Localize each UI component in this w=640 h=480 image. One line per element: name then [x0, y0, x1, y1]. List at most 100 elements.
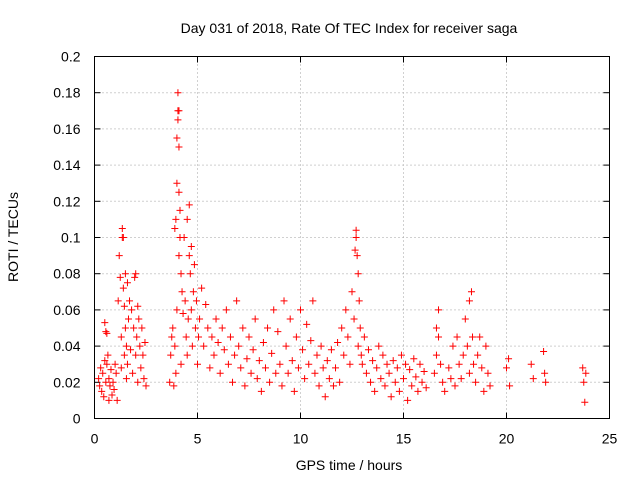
data-point — [184, 315, 192, 323]
data-point — [171, 224, 179, 232]
data-point — [174, 116, 182, 124]
data-point — [131, 273, 139, 281]
data-point — [214, 338, 222, 346]
data-point — [132, 270, 140, 278]
data-point — [297, 306, 304, 314]
data-point — [414, 387, 422, 395]
data-point — [122, 342, 130, 350]
data-point — [130, 324, 138, 332]
data-point — [541, 369, 549, 377]
data-point — [117, 364, 125, 372]
data-point — [367, 378, 375, 386]
data-point — [123, 360, 131, 368]
y-tick-label: 0.2 — [61, 49, 81, 65]
data-point — [327, 346, 335, 354]
data-point — [352, 234, 360, 241]
data-point — [336, 378, 344, 386]
data-point — [402, 360, 410, 368]
data-point — [119, 234, 127, 241]
y-tick-label: 0.04 — [53, 338, 80, 354]
data-point — [222, 306, 230, 314]
data-point — [410, 355, 418, 363]
data-point — [121, 270, 129, 278]
data-point — [276, 360, 284, 368]
data-point — [478, 364, 486, 372]
data-point — [344, 333, 352, 341]
data-point — [430, 369, 438, 377]
data-point — [105, 396, 113, 404]
chart-title: Day 031 of 2018, Rate Of TEC Index for r… — [181, 20, 518, 36]
data-point — [103, 329, 111, 337]
data-point — [126, 297, 134, 305]
data-point — [237, 364, 245, 372]
data-point — [313, 351, 321, 359]
data-point — [200, 342, 208, 350]
plot-frame — [94, 56, 610, 419]
data-point — [175, 252, 183, 260]
y-tick-label: 0.06 — [53, 302, 80, 318]
data-point — [137, 364, 145, 372]
data-point — [350, 315, 358, 323]
data-point — [311, 369, 319, 377]
data-point — [441, 387, 449, 395]
data-point — [140, 375, 148, 383]
data-point — [180, 234, 188, 241]
data-point — [529, 375, 537, 383]
data-point — [101, 357, 109, 365]
data-point — [332, 364, 340, 372]
data-point — [166, 378, 174, 386]
data-point — [445, 364, 453, 372]
data-point — [136, 342, 144, 350]
data-point — [106, 382, 114, 390]
data-point — [476, 333, 484, 341]
data-point — [395, 387, 403, 395]
data-point — [527, 360, 535, 368]
data-point — [186, 270, 194, 278]
y-tick-label: 0.12 — [53, 193, 80, 209]
data-point — [352, 226, 360, 234]
data-point — [463, 342, 471, 350]
data-point — [114, 297, 122, 305]
data-point — [340, 351, 348, 359]
data-point — [317, 342, 325, 350]
data-point — [459, 351, 467, 359]
data-point — [206, 364, 214, 372]
data-point — [241, 382, 249, 390]
data-point — [178, 288, 186, 296]
data-point — [375, 342, 383, 350]
data-point — [175, 107, 183, 115]
data-point — [231, 351, 239, 359]
data-point — [482, 342, 490, 350]
data-point — [360, 333, 368, 341]
data-point — [216, 369, 224, 377]
data-point — [321, 393, 329, 401]
data-point — [177, 270, 185, 278]
data-point — [480, 387, 488, 395]
data-point — [100, 393, 108, 401]
data-point — [134, 302, 142, 310]
data-point — [542, 378, 550, 386]
data-point — [455, 360, 463, 368]
data-point — [204, 324, 212, 332]
data-point — [309, 297, 317, 305]
data-point — [172, 215, 180, 223]
data-point — [474, 351, 482, 359]
data-point — [435, 333, 443, 341]
x-tick-label: 10 — [293, 431, 309, 447]
data-point — [115, 252, 123, 260]
data-point — [540, 348, 548, 356]
data-point — [506, 382, 514, 390]
data-point — [377, 375, 385, 383]
data-point — [387, 393, 395, 401]
data-point — [353, 252, 361, 260]
data-point — [484, 369, 492, 377]
data-point — [286, 315, 294, 323]
data-point — [393, 364, 401, 372]
data-point — [299, 346, 307, 354]
data-point — [103, 360, 111, 368]
data-point — [182, 333, 190, 341]
data-point — [112, 369, 120, 377]
data-point — [101, 319, 109, 327]
data-point — [134, 378, 142, 386]
data-point — [109, 378, 117, 386]
